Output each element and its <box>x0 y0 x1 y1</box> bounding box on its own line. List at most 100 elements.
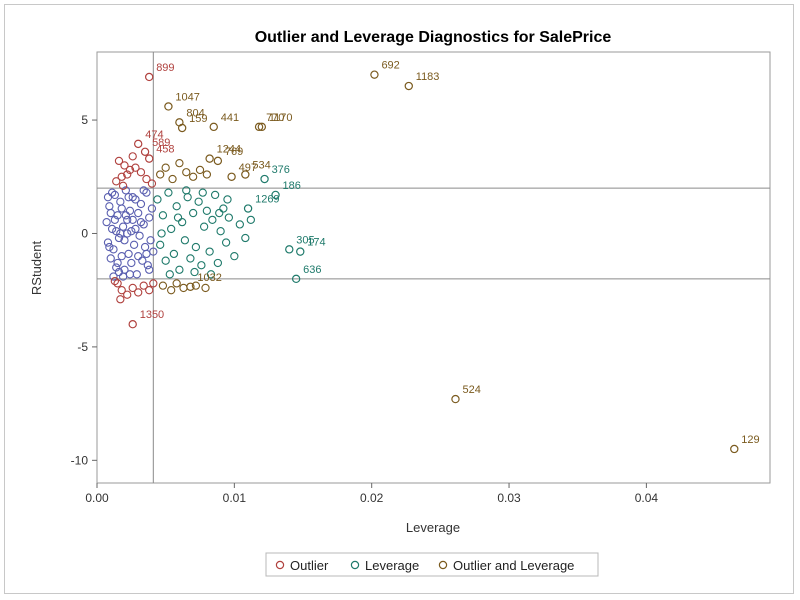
point-outlier-leverage-9 <box>167 286 176 295</box>
y-tick-label: 0 <box>81 226 88 240</box>
point-label: 186 <box>283 180 301 192</box>
point-outlier-0 <box>114 156 124 166</box>
point-normal-9 <box>114 233 124 243</box>
point-normal-39 <box>114 267 124 277</box>
point-outlier-leverage-3 <box>175 159 184 168</box>
x-tick-label: 0.04 <box>635 491 659 505</box>
point-outlier-leverage-1183 <box>404 81 413 91</box>
y-tick-label: 5 <box>81 113 88 127</box>
point-outlier-13 <box>117 286 126 295</box>
point-leverage-14 <box>191 242 201 252</box>
point-leverage-25 <box>221 238 231 247</box>
point-outlier-leverage-0 <box>156 170 165 179</box>
point-label: 458 <box>156 144 174 156</box>
point-leverage-305 <box>285 245 294 254</box>
point-label: 692 <box>381 60 399 72</box>
point-outlier-458 <box>144 154 154 163</box>
point-normal-46 <box>134 252 143 261</box>
point-outlier-4 <box>112 177 121 186</box>
legend-box <box>265 552 599 577</box>
point-outlier-leverage-770 <box>254 122 264 132</box>
point-normal-7 <box>112 263 121 272</box>
point-outlier-15 <box>128 283 137 293</box>
point-normal-33 <box>147 204 157 213</box>
point-outlier-21 <box>149 279 158 288</box>
point-leverage-3 <box>161 256 170 265</box>
legend-marker-outlier <box>275 560 285 570</box>
point-outlier-10 <box>128 152 137 161</box>
point-label: 636 <box>303 264 321 276</box>
point-outlier-16 <box>134 288 143 297</box>
point-leverage-34 <box>190 267 199 277</box>
point-leverage-24 <box>219 204 228 213</box>
point-normal-38 <box>112 227 121 236</box>
point-outlier-leverage-1047 <box>164 102 173 111</box>
point-label: 534 <box>252 159 270 171</box>
point-normal-49 <box>142 249 151 259</box>
point-normal-51 <box>105 242 114 252</box>
point-leverage-23 <box>216 227 225 236</box>
point-outlier-8 <box>142 174 151 184</box>
point-leverage-6 <box>169 249 179 259</box>
point-outlier-3 <box>117 172 126 181</box>
point-outlier-leverage-7 <box>202 170 212 179</box>
point-normal-17 <box>125 206 135 215</box>
point-label: 524 <box>462 384 480 396</box>
point-leverage-38 <box>223 195 232 204</box>
point-outlier-leverage-1244 <box>205 154 214 163</box>
point-label: 129 <box>741 434 759 446</box>
axis-ticks: 0.00 0.01 0.02 0.03 0.04 -10 -5 0 5 <box>71 113 659 505</box>
point-label: 305 <box>296 234 314 246</box>
point-label: 174 <box>307 237 325 249</box>
legend-label-outlier-leverage: Outlier and Leverage <box>453 558 574 573</box>
point-outlier-leverage-441 <box>209 122 218 132</box>
legend-marker-leverage <box>350 560 360 570</box>
point-label: 1170 <box>269 112 293 124</box>
plot-area <box>96 51 771 484</box>
point-leverage-27 <box>230 252 239 261</box>
point-leverage-8 <box>175 265 184 274</box>
point-leverage-636 <box>291 274 301 284</box>
point-outlier-12 <box>113 279 122 288</box>
point-outlier-5 <box>123 170 132 179</box>
point-outlier-6 <box>131 163 140 172</box>
point-outlier-899 <box>144 72 154 82</box>
point-normal-50 <box>145 265 154 274</box>
point-normal-0 <box>102 217 111 227</box>
point-leverage-39 <box>246 215 255 225</box>
point-normal-37 <box>109 272 118 281</box>
point-label: 159 <box>189 113 207 125</box>
point-normal-19 <box>128 215 137 225</box>
point-normal-41 <box>120 236 129 245</box>
point-outlier-1 <box>120 161 129 170</box>
point-outlier-leverage-129 <box>730 444 739 454</box>
point-outlier-18 <box>145 286 154 295</box>
point-outlier-1350 <box>128 320 137 329</box>
point-leverage-376 <box>260 174 269 184</box>
point-leverage-28 <box>235 220 244 229</box>
point-leverage-33 <box>182 186 191 195</box>
point-leverage-21 <box>210 190 220 200</box>
x-tick-label: 0.03 <box>497 491 521 505</box>
point-normal-44 <box>128 193 137 202</box>
point-leverage-5 <box>167 224 176 234</box>
point-outlier-19 <box>116 295 125 304</box>
point-outlier-11 <box>118 181 128 190</box>
x-tick-label: 0.00 <box>85 491 109 505</box>
point-normal-16 <box>124 249 133 259</box>
point-outlier-leverage-8 <box>158 281 168 290</box>
point-leverage-32 <box>173 213 183 222</box>
point-outlier-474 <box>134 139 143 149</box>
point-leverage-26 <box>224 213 234 222</box>
point-label: 441 <box>221 112 239 124</box>
point-outlier-leverage-12 <box>191 281 201 290</box>
point-normal-23 <box>134 208 143 218</box>
point-label: 1183 <box>416 71 440 83</box>
point-label: 899 <box>156 62 174 74</box>
point-normal-55 <box>116 229 125 238</box>
point-leverage-17 <box>199 222 209 231</box>
point-normal-52 <box>107 188 117 197</box>
point-normal-1 <box>103 238 113 247</box>
legend-marker-outlier-leverage <box>438 560 448 570</box>
